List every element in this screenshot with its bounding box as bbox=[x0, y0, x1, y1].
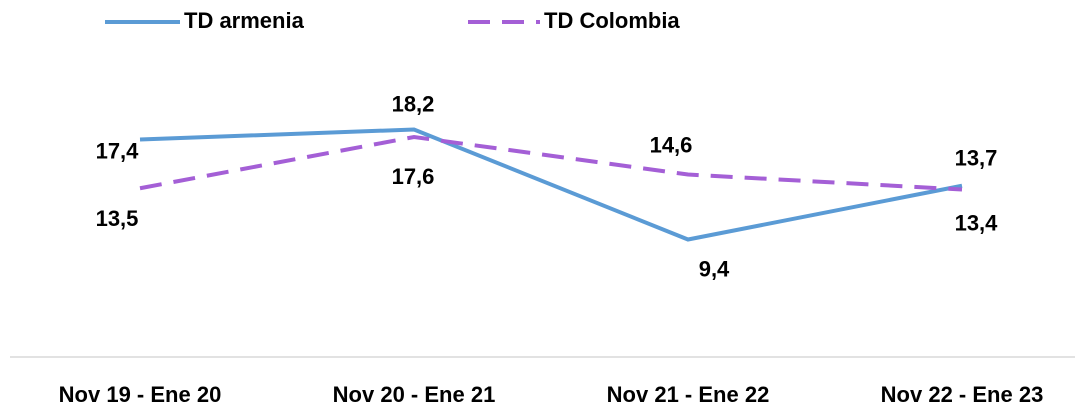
data-label: 13,4 bbox=[955, 210, 999, 235]
data-label: 13,5 bbox=[96, 206, 139, 231]
data-label: 18,2 bbox=[392, 91, 435, 116]
x-tick-label: Nov 20 - Ene 21 bbox=[333, 382, 496, 407]
data-label: 17,6 bbox=[392, 164, 435, 189]
x-tick-label: Nov 19 - Ene 20 bbox=[59, 382, 222, 407]
series-line bbox=[139, 127, 963, 242]
data-label: 17,4 bbox=[96, 138, 140, 163]
data-label: 9,4 bbox=[699, 256, 730, 281]
legend-label: TD armenia bbox=[184, 8, 305, 33]
data-label: 13,7 bbox=[955, 146, 998, 171]
x-tick-label: Nov 21 - Ene 22 bbox=[607, 382, 770, 407]
series-line bbox=[139, 134, 963, 192]
data-label: 14,6 bbox=[650, 132, 693, 157]
x-tick-label: Nov 22 - Ene 23 bbox=[881, 382, 1044, 407]
legend-label: TD Colombia bbox=[544, 8, 680, 33]
